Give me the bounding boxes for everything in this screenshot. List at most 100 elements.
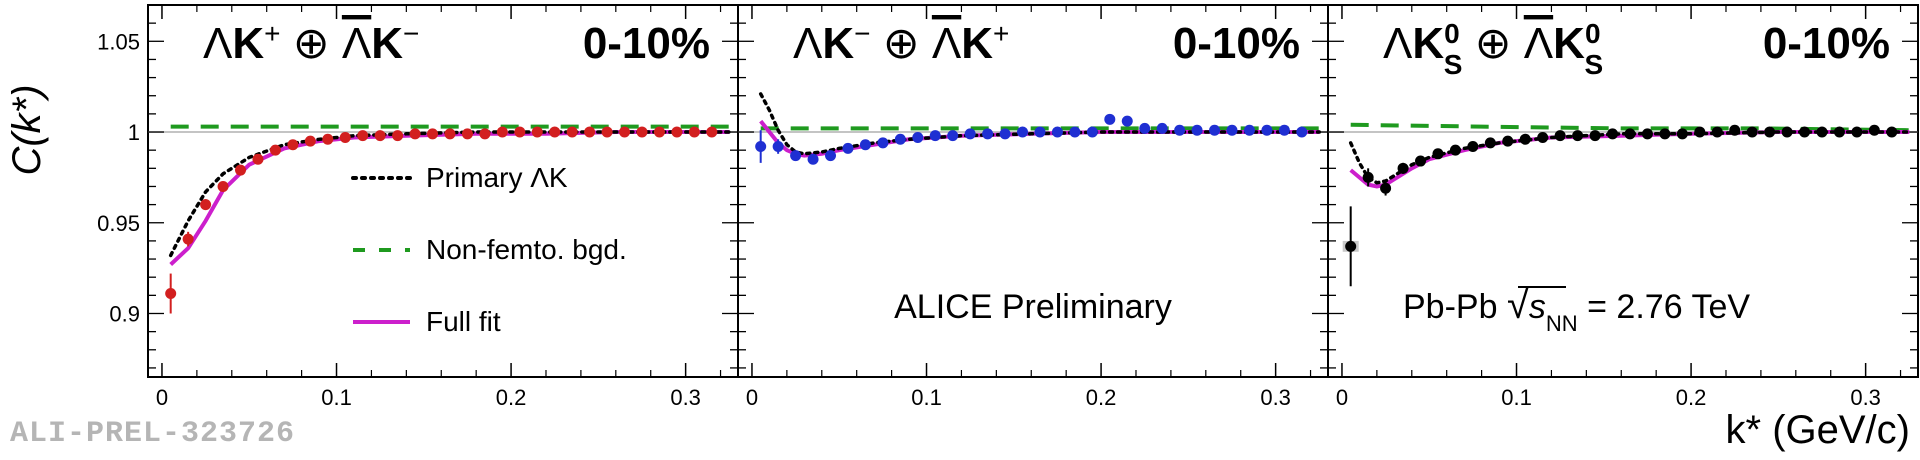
data-point [1781, 126, 1793, 138]
data-point [1449, 144, 1461, 156]
data-point [671, 126, 683, 138]
collision-system-label: Pb-Pb √sNN = 2.76 TeV [1403, 283, 1750, 336]
data-point [1397, 162, 1409, 174]
x-tick-label: 0 [1336, 385, 1348, 410]
data-point [1296, 126, 1308, 138]
data-point [287, 139, 299, 151]
centrality-label: 0-10% [583, 19, 710, 68]
data-point [322, 133, 334, 145]
data-point [1345, 240, 1357, 252]
data-point [1362, 171, 1374, 183]
data-point [1676, 128, 1688, 140]
data-point [964, 128, 976, 140]
data-point [1243, 124, 1255, 136]
data-point [304, 135, 316, 147]
data-point [1816, 126, 1828, 138]
data-point [357, 130, 369, 142]
data-point [549, 126, 561, 138]
data-point [339, 131, 351, 143]
x-tick-label: 0.3 [1850, 385, 1881, 410]
panel-title: ΛK− ⊕ ΛK+ [793, 18, 1009, 69]
data-point [1086, 126, 1098, 138]
data-point [252, 153, 264, 165]
data-point [1694, 126, 1706, 138]
data-point [1484, 137, 1496, 149]
panel-title: ΛK+ ⊕ ΛK− [203, 18, 419, 69]
data-point [877, 137, 889, 149]
data-point [217, 180, 229, 192]
x-tick-label: 0.1 [911, 385, 942, 410]
data-point [842, 142, 854, 154]
data-point [894, 133, 906, 145]
data-point [1519, 133, 1531, 145]
y-tick-label: 0.9 [109, 301, 140, 326]
centrality-label: 0-10% [1173, 19, 1300, 68]
data-point [1261, 124, 1273, 136]
panel-frame [1327, 4, 1919, 378]
data-point [790, 150, 802, 162]
data-point [859, 139, 871, 151]
data-point [1764, 126, 1776, 138]
x-tick-label: 0.1 [1501, 385, 1532, 410]
panel-lambda-kplus: 0 0.1 0.2 0.3 0.9 0.95 1 1.05 ΛK+ ⊕ ΛK− 0-10% Prim… [97, 4, 739, 410]
data-point [531, 126, 543, 138]
data-point [706, 126, 718, 138]
data-point [1104, 113, 1116, 125]
panel-lambda-k0s: 0 0.1 0.2 0.3 ΛK0 S ⊕ ΛK0 S 0-10% Pb-Pb √sNN = 2… [1327, 4, 1919, 410]
data-point [444, 128, 456, 140]
panel-title: ΛK0 S ⊕ ΛK0 S [1383, 18, 1603, 80]
data-point [1799, 126, 1811, 138]
x-tick-label: 0.2 [1086, 385, 1117, 410]
data-point [1278, 124, 1290, 136]
data-point [688, 126, 700, 138]
data-point [1432, 148, 1444, 160]
centrality-label: 0-10% [1763, 19, 1890, 68]
data-point [200, 199, 212, 211]
data-point [1139, 122, 1151, 134]
data-point [269, 144, 281, 156]
x-tick-label: 0.1 [321, 385, 352, 410]
data-point [807, 153, 819, 165]
x-tick-label: 0 [746, 385, 758, 410]
data-point [165, 288, 177, 300]
data-point [1833, 126, 1845, 138]
data-point [1641, 128, 1653, 140]
y-tick-label: 1 [128, 120, 140, 145]
data-point [392, 130, 404, 142]
data-point [947, 130, 959, 142]
data-point [514, 126, 526, 138]
data-point [619, 126, 631, 138]
data-point [1851, 126, 1863, 138]
data-point [584, 126, 596, 138]
data-point [1554, 130, 1566, 142]
data-point [1034, 126, 1046, 138]
data-point [182, 233, 194, 245]
watermark: ALI-PREL-323726 [10, 417, 296, 451]
data-point [1572, 130, 1584, 142]
data-point [235, 164, 247, 176]
data-point [636, 126, 648, 138]
data-point [1380, 182, 1392, 194]
data-point [1209, 124, 1221, 136]
panel-lambda-kminus: 0 0.1 0.2 0.3 ΛK− ⊕ ΛK+ 0-10% ALICE Preliminar… [737, 4, 1329, 410]
data-point [601, 126, 613, 138]
data-point [982, 128, 994, 140]
data-point [566, 126, 578, 138]
data-point [496, 126, 508, 138]
data-point [825, 150, 837, 162]
x-tick-label: 0 [156, 385, 168, 410]
legend-label: Primary ΛK [426, 162, 568, 193]
data-point [1174, 124, 1186, 136]
y-axis-label: C(k*) [5, 84, 49, 175]
data-point [1711, 126, 1723, 138]
data-point [1467, 141, 1479, 153]
data-point [772, 141, 784, 153]
data-point [912, 131, 924, 143]
x-axis-label: k* (GeV/c) [1726, 408, 1910, 452]
data-point [1502, 135, 1514, 147]
x-tick-label: 0.3 [670, 385, 701, 410]
data-point [1069, 126, 1081, 138]
data-point [1191, 124, 1203, 136]
data-point [1121, 115, 1133, 127]
y-tick-label: 0.95 [97, 211, 140, 236]
